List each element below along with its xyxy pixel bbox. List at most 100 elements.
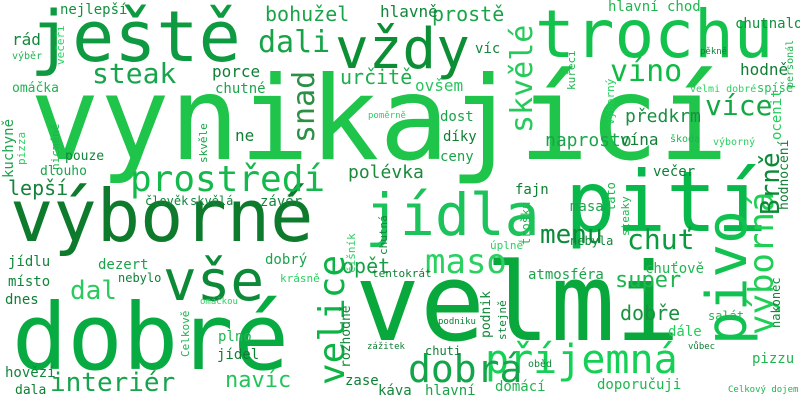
- word-cloud-word: pizzu: [752, 351, 795, 367]
- word-cloud-word: dal: [70, 276, 117, 306]
- word-cloud-word: steak: [92, 57, 177, 90]
- word-cloud-word: navíc: [225, 368, 292, 393]
- word-cloud-word: hlavní chod: [608, 0, 701, 15]
- word-cloud-word: škoda: [670, 134, 701, 145]
- word-cloud-word: naprosto: [545, 130, 632, 151]
- word-cloud-word: dezert: [98, 257, 149, 273]
- word-cloud-word: skvěle: [197, 123, 210, 163]
- word-cloud-word: stejně: [496, 300, 509, 340]
- word-cloud-word: hodně: [740, 60, 789, 79]
- word-cloud-word: velmi dobré: [690, 84, 757, 95]
- word-cloud-word: příjemná: [485, 337, 678, 383]
- word-cloud-word: oběd: [528, 359, 553, 370]
- word-cloud-word: prostě: [432, 2, 505, 26]
- word-cloud-word: nejlepší: [60, 2, 128, 18]
- word-cloud-word: ještě: [30, 0, 241, 78]
- word-cloud-word: bohužel: [265, 2, 350, 26]
- word-cloud-word: chutnalo: [735, 16, 800, 32]
- word-cloud-word: dobře: [620, 301, 681, 325]
- word-cloud-word: předkrm: [625, 106, 701, 127]
- word-cloud-word: kuchyně: [1, 118, 17, 178]
- word-cloud-word: lepší: [8, 176, 69, 200]
- word-cloud-word: vše: [163, 249, 265, 314]
- word-cloud-word: vždy: [335, 17, 470, 82]
- word-cloud-word: jídlu: [8, 254, 51, 270]
- word-cloud-word: ne: [235, 126, 255, 145]
- word-cloud-word: krásně: [280, 272, 320, 285]
- word-cloud-word: více: [705, 89, 773, 122]
- word-cloud-word: plno: [218, 329, 252, 345]
- word-cloud-word: podnik: [479, 291, 494, 338]
- word-cloud-word: pití: [565, 153, 768, 251]
- word-cloud-word: rozhodně: [339, 305, 354, 368]
- word-cloud-word: vůbec: [688, 342, 716, 352]
- word-cloud-word: chuti: [425, 344, 462, 358]
- word-cloud-word: trochu: [535, 0, 774, 73]
- word-cloud-word: číšník: [345, 233, 358, 273]
- word-cloud-word: personál: [785, 39, 796, 88]
- word-cloud-word: výborný: [713, 137, 756, 148]
- word-cloud-word: poměrně: [368, 111, 406, 121]
- word-cloud-word: víc: [475, 41, 501, 57]
- word-cloud-word: Celkově: [179, 310, 192, 357]
- word-cloud-word: skvělé: [505, 24, 540, 133]
- word-cloud-word: velmi: [355, 241, 681, 366]
- word-cloud-word: opět: [342, 254, 391, 278]
- word-cloud-word: nebylo: [118, 271, 162, 285]
- word-cloud-word: fajn: [515, 182, 549, 198]
- word-cloud-word: doporučuji: [597, 377, 682, 393]
- word-cloud-word: vína: [620, 130, 659, 149]
- word-cloud-word: večer: [653, 164, 696, 180]
- word-cloud-word: dost: [440, 109, 474, 125]
- word-cloud-word: pizza: [15, 131, 28, 165]
- word-cloud-word: rád: [12, 30, 41, 49]
- word-cloud-word: super: [615, 268, 682, 293]
- word-cloud-word: hovězí: [5, 365, 56, 381]
- word-cloud-word: hlavní: [425, 383, 476, 399]
- word-cloud-word: závěr: [260, 194, 303, 210]
- word-cloud-word: díky: [443, 129, 477, 145]
- word-cloud-word: chuťově: [645, 261, 705, 277]
- word-cloud-word: omáčka: [12, 81, 59, 96]
- word-cloud-word: ceny: [440, 149, 474, 165]
- word-cloud-word: dlouho: [40, 164, 87, 179]
- word-cloud-word: chutné: [215, 81, 266, 97]
- word-cloud-word: ocenit: [769, 89, 785, 140]
- word-cloud-word: masa: [570, 199, 604, 215]
- word-cloud-word: chutná: [377, 215, 390, 255]
- word-cloud-word: dobrá: [408, 347, 523, 391]
- word-cloud-word: zase: [345, 373, 379, 389]
- word-cloud-word: chuť: [627, 223, 695, 256]
- word-cloud-word: výběr: [12, 51, 43, 62]
- word-cloud-word: skvělá: [190, 194, 234, 208]
- word-cloud-word: porce: [212, 62, 261, 81]
- word-cloud-word: snad: [287, 70, 322, 143]
- word-cloud-word: kuřecí: [565, 50, 578, 90]
- word-cloud-word: menu: [540, 220, 603, 250]
- word-cloud-word: jídel: [217, 347, 260, 363]
- word-cloud-word: hodnocení: [777, 139, 792, 210]
- word-cloud-word: člověk: [145, 194, 189, 208]
- word-cloud-word: dnes: [5, 292, 39, 308]
- word-cloud-word: vynikající: [30, 52, 729, 187]
- word-cloud-word: místo: [8, 274, 51, 290]
- word-cloud-word: víno: [610, 54, 683, 89]
- word-cloud-word: zážitek: [367, 342, 405, 352]
- word-cloud-word: ovšem: [415, 76, 464, 95]
- word-cloud-word: dále: [668, 324, 702, 340]
- word-cloud-word: Celkový dojem: [728, 385, 799, 395]
- word-cloud-word: večeři: [54, 25, 67, 65]
- word-cloud-word: interiér: [50, 368, 176, 398]
- word-cloud-word: steaky: [619, 196, 632, 236]
- word-cloud-word: dobré: [12, 284, 289, 391]
- word-cloud-word: určitě: [340, 65, 413, 89]
- word-cloud-word: tentokrát: [372, 267, 432, 280]
- word-cloud-word: dala: [15, 383, 47, 398]
- word-cloud-word: podniku: [438, 317, 476, 327]
- word-cloud-word: úplně: [490, 239, 524, 252]
- word-cloud-word: maso: [425, 242, 507, 282]
- word-cloud-word: atmosféra: [528, 267, 604, 283]
- word-cloud-word: nakonec: [769, 277, 783, 328]
- word-cloud-word: domácí: [495, 379, 546, 395]
